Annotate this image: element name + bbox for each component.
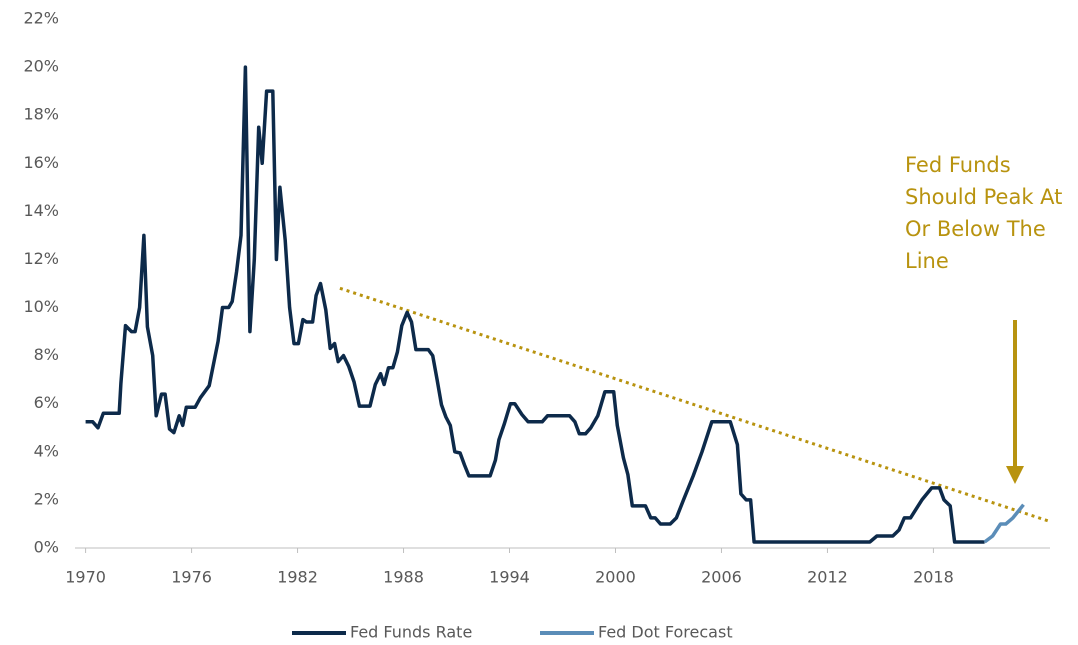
annotation-text: Or Below The <box>905 217 1046 241</box>
y-tick-label: 20% <box>23 57 59 76</box>
arrow-head <box>1006 466 1024 484</box>
y-tick-label: 4% <box>34 441 59 460</box>
x-tick-label: 1994 <box>489 568 530 587</box>
x-tick-label: 1970 <box>65 568 106 587</box>
series-line <box>85 65 985 544</box>
legend-label: Fed Funds Rate <box>350 623 472 642</box>
x-tick-label: 2012 <box>807 568 848 587</box>
y-tick-label: 6% <box>34 393 59 412</box>
y-tick-label: 0% <box>34 538 59 557</box>
x-tick-label: 2000 <box>595 568 636 587</box>
legend-label: Fed Dot Forecast <box>598 623 733 642</box>
annotation-text: Should Peak At <box>905 185 1062 209</box>
y-tick-label: 16% <box>23 153 59 172</box>
x-tick-label: 1982 <box>277 568 318 587</box>
y-tick-label: 18% <box>23 105 59 124</box>
y-tick-label: 14% <box>23 201 59 220</box>
annotation-text: Fed Funds <box>905 153 1011 177</box>
y-tick-label: 2% <box>34 489 59 508</box>
x-tick-label: 1976 <box>171 568 212 587</box>
y-tick-label: 12% <box>23 249 59 268</box>
y-tick-label: 22% <box>23 9 59 28</box>
y-tick-label: 10% <box>23 297 59 316</box>
annotation-text: Line <box>905 249 949 273</box>
x-tick-label: 1988 <box>383 568 424 587</box>
series-line <box>983 503 1025 544</box>
trend-line <box>339 286 1051 523</box>
x-tick-label: 2018 <box>913 568 954 587</box>
x-tick-label: 2006 <box>701 568 742 587</box>
y-tick-label: 8% <box>34 345 59 364</box>
